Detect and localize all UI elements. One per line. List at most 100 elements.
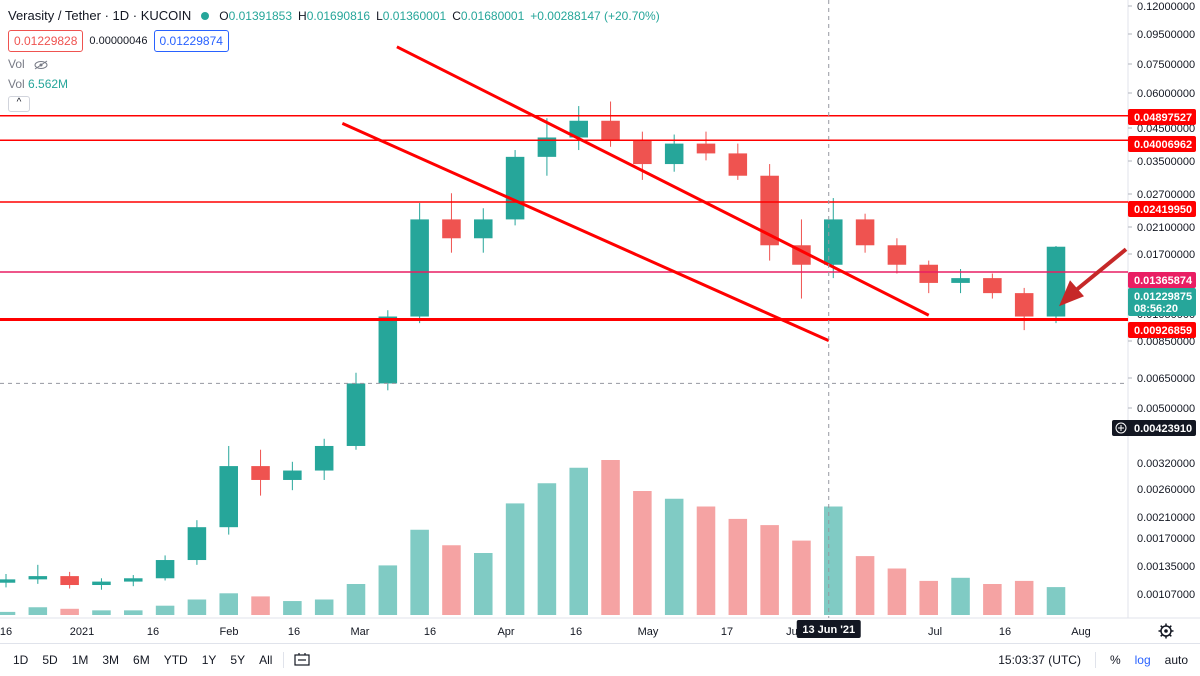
volume-bar	[442, 545, 461, 615]
channel-trend-line[interactable]	[396, 45, 930, 317]
channel-lines	[341, 45, 930, 343]
candle-body	[505, 156, 525, 220]
volume-bar	[664, 498, 684, 615]
volume-bar	[760, 525, 779, 615]
time-tick-label: Apr	[497, 626, 514, 638]
price-tick-label: 0.12000000	[1137, 1, 1195, 13]
candle	[951, 269, 970, 294]
toolbar-right: 15:03:37 (UTC) % log auto	[998, 652, 1188, 668]
crosshair-time-label: 13 Jun '21	[796, 620, 861, 638]
time-tick-label: May	[638, 626, 659, 638]
annotations	[1059, 247, 1128, 307]
timeframe-ytd[interactable]: YTD	[163, 653, 188, 667]
price-tick-label: 0.02700000	[1137, 189, 1195, 201]
candle-body	[442, 219, 461, 239]
candle	[219, 445, 238, 535]
volume-bar	[314, 599, 334, 615]
timeframe-5d[interactable]: 5D	[42, 653, 58, 667]
volume-bar	[187, 599, 207, 615]
volume-bar	[569, 467, 588, 615]
volume-bar	[505, 503, 525, 615]
svg-text:0.04006962: 0.04006962	[1134, 139, 1192, 151]
crosshair-plus-icon[interactable]	[1115, 422, 1127, 434]
gear-icon[interactable]	[1158, 623, 1174, 639]
candle-body	[696, 143, 716, 154]
candle	[314, 438, 334, 480]
percent-scale-button[interactable]: %	[1109, 653, 1121, 667]
market-status-icon	[201, 12, 210, 20]
symbol-title[interactable]: Verasity / Tether · 1D · KUCOIN	[8, 8, 192, 23]
sell-button[interactable]: 0.01229828	[8, 30, 84, 52]
ohlc-change: +0.00288147 (+20.70%)	[530, 9, 660, 23]
volume-bar	[346, 584, 366, 615]
candle-body	[155, 560, 175, 579]
price-chart[interactable]: 0.12000000 0.09500000 0.07500000 0.06000000…	[0, 0, 1200, 643]
horizontal-levels	[0, 114, 1128, 322]
volume-legend-hidden: Vol	[8, 56, 660, 72]
candle-body	[219, 466, 238, 528]
volume-tick-label: 0.00107000	[1137, 589, 1195, 601]
candle	[60, 571, 79, 589]
volume-bar	[410, 529, 429, 615]
candle-body	[474, 219, 493, 239]
channel-trend-line[interactable]	[341, 122, 830, 343]
price-tick-label: 0.00650000	[1137, 373, 1195, 385]
volume-bars	[0, 460, 1066, 615]
price-tag: 0.04006962	[1128, 136, 1196, 152]
price-tick-label: 0.03500000	[1137, 156, 1195, 168]
candle	[0, 573, 16, 588]
candle-body	[855, 219, 875, 246]
volume-bar	[951, 577, 970, 615]
time-tick-label: Aug	[1071, 626, 1091, 638]
timeframe-3m[interactable]: 3M	[102, 653, 120, 667]
volume-bar	[887, 568, 907, 615]
volume-bar	[251, 596, 270, 615]
ohlc-close: C0.01680001	[452, 9, 525, 23]
volume-bar	[155, 605, 175, 615]
time-tick-label: 17	[721, 626, 733, 638]
candle-body	[251, 466, 270, 480]
price-tick-label: 0.00500000	[1137, 403, 1195, 415]
timeframe-1d[interactable]: 1D	[13, 653, 29, 667]
svg-text:0.00926859: 0.00926859	[1134, 325, 1192, 337]
compare-icon[interactable]	[294, 653, 311, 667]
auto-scale-button[interactable]: auto	[1164, 653, 1188, 667]
buy-button[interactable]: 0.01229874	[153, 30, 229, 52]
time-tick-label: Jul	[928, 626, 942, 638]
log-scale-button[interactable]: log	[1134, 653, 1151, 667]
timeframe-6m[interactable]: 6M	[133, 653, 150, 667]
volume-bar	[0, 611, 16, 615]
ohlc-open: O0.01391853	[219, 9, 293, 23]
volume-tick-label: 0.00260000	[1137, 484, 1195, 496]
volume-bar	[60, 608, 79, 615]
volume-label-hidden: Vol	[8, 57, 25, 71]
timeframe-all[interactable]: All	[259, 653, 273, 667]
utc-clock[interactable]: 15:03:37 (UTC)	[998, 653, 1081, 667]
ohlc-high: H0.01690816	[298, 9, 371, 23]
candle	[505, 150, 525, 226]
timeframe-1m[interactable]: 1M	[71, 653, 89, 667]
candle-body	[1014, 293, 1034, 317]
candle	[187, 520, 207, 565]
candle-body	[951, 278, 970, 283]
time-tick-label: 16	[570, 626, 582, 638]
eye-hidden-icon[interactable]	[34, 60, 48, 70]
time-tick-label: 16	[0, 626, 12, 638]
timeframe-1y[interactable]: 1Y	[201, 653, 217, 667]
plot-background	[0, 0, 1128, 618]
candle	[569, 106, 588, 151]
volume-bar	[283, 601, 302, 615]
candles	[0, 101, 1066, 590]
timeframe-5y[interactable]: 5Y	[230, 653, 246, 667]
candle-body	[728, 153, 748, 176]
volume-bar	[855, 556, 875, 615]
volume-bar	[1014, 580, 1034, 615]
volume-bar	[124, 610, 143, 615]
volume-bar	[378, 565, 398, 615]
collapse-legend-button[interactable]: ^	[8, 96, 30, 112]
arrow-annotation-icon[interactable]	[1059, 247, 1128, 307]
price-tick-label: 0.09500000	[1137, 29, 1195, 41]
volume-bar	[728, 518, 748, 615]
candle-body	[983, 278, 1002, 294]
